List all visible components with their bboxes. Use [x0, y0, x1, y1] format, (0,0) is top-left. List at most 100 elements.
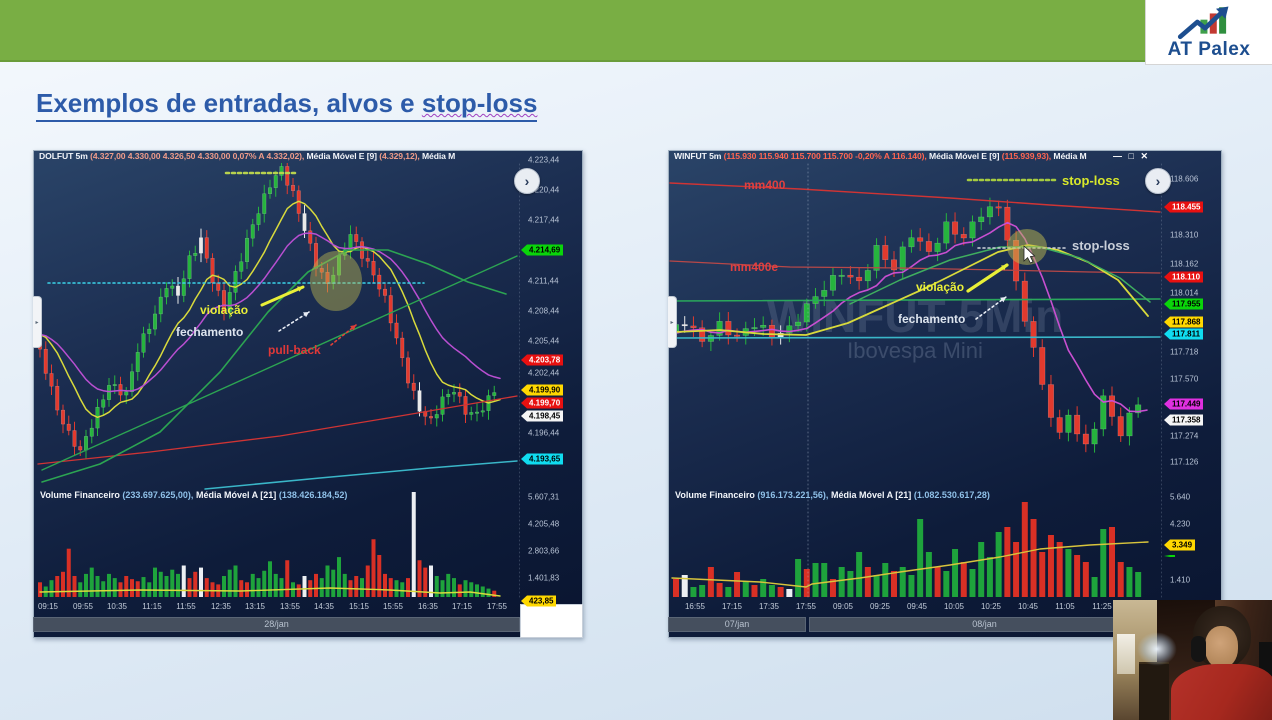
presenter-shirt	[1171, 664, 1272, 720]
winfut-price-tag-magenta: 117.449	[1164, 398, 1204, 410]
dolfut-axis-label: 4.205,48	[528, 519, 560, 529]
chart-window-dolfut[interactable]	[33, 150, 583, 638]
winfut-axis-label: 117.274	[1170, 431, 1199, 441]
dolfut-panel-expand-tab[interactable]: ▸	[33, 296, 42, 348]
dolfut-axis-label: 4.196,44	[528, 428, 560, 438]
dolfut-axis-label: 1.401,83	[528, 573, 560, 583]
winfut-symbol: WINFUT 5m	[674, 151, 722, 161]
dolfut-volume-header: Volume Financeiro (233.697.625,00), Médi…	[40, 490, 347, 500]
winfut-volume-ma-label: Média Móvel A [21]	[830, 490, 912, 500]
winfut-price-tag-yellow: 3.349	[1164, 539, 1196, 551]
presenter-headphones	[1191, 636, 1206, 662]
winfut-time-label: 11:25	[1092, 602, 1112, 611]
dolfut-volume-label: Volume Financeiro	[40, 490, 120, 500]
triangle-right-icon: ▸	[35, 320, 39, 326]
winfut-ma-value: (115.939,93),	[1001, 151, 1052, 161]
chevron-right-icon: ›	[524, 173, 530, 189]
dolfut-axis-label: 5.607,31	[528, 492, 560, 502]
winfut-time-label: 17:55	[795, 602, 817, 611]
winfut-axis-label: 118.606	[1170, 174, 1199, 184]
winfut-scroll-right-button[interactable]: ›	[1145, 168, 1171, 194]
dolfut-price-tag-yellow: 423,85	[521, 595, 557, 607]
dolfut-time-label: 13:15	[244, 602, 266, 611]
close-icon[interactable]: ✕	[1140, 151, 1150, 161]
dolfut-price-tag-yellow: 4.199,90	[521, 384, 564, 396]
winfut-axis-label: 118.310	[1170, 230, 1199, 240]
webcam-overlay	[1113, 600, 1272, 720]
presenter-face	[1205, 626, 1238, 668]
top-green-bar	[0, 0, 1145, 62]
winfut-annotation-mm400e: mm400e	[730, 260, 779, 274]
dolfut-time-label: 12:35	[210, 602, 232, 611]
dolfut-price-tag-white: 4.198,45	[521, 410, 564, 422]
dolfut-time-label: 11:15	[142, 602, 162, 611]
dolfut-price-tag-cyan: 4.193,65	[521, 453, 564, 465]
dolfut-volume-ma-value: (138.426.184,52)	[278, 490, 348, 500]
winfut-time-label: 09:45	[906, 602, 928, 611]
dolfut-annotation-pullback: pull-back	[268, 343, 321, 357]
triangle-right-icon: ▸	[670, 320, 674, 326]
dolfut-volume-ma-label: Média Móvel A [21]	[195, 490, 277, 500]
dolfut-time-label: 13:55	[279, 602, 301, 611]
winfut-session-bar-2: 08/jan	[809, 617, 1160, 632]
winfut-annotation-stoploss-top: stop-loss	[1062, 173, 1120, 188]
page-title: Exemplos de entradas, alvos e stop-loss	[36, 88, 538, 122]
winfut-time-label: 16:55	[684, 602, 706, 611]
dolfut-axis-label: 4.211,44	[528, 276, 559, 286]
brand-logo: AT Palex	[1145, 0, 1272, 65]
winfut-time-label: 17:15	[721, 602, 743, 611]
dolfut-time-label: 15:15	[348, 602, 370, 611]
winfut-axis-label: 117.570	[1170, 374, 1199, 384]
winfut-price-tag-green	[1164, 555, 1175, 557]
dolfut-time-label: 10:35	[106, 602, 128, 611]
winfut-axis-label: 1.410	[1170, 575, 1191, 585]
page-title-stoploss: stop-loss	[421, 88, 538, 118]
dolfut-time-label: 17:15	[451, 602, 473, 611]
dolfut-time-label: 17:55	[486, 602, 508, 611]
dolfut-ma-label: Média Móvel E [9]	[306, 151, 378, 161]
dolfut-session-bar: 28/jan	[33, 617, 520, 632]
winfut-price-tag-cyan: 117.811	[1164, 328, 1204, 340]
winfut-volume-value: (916.173.221,56),	[757, 490, 829, 500]
chart-window-winfut[interactable]	[668, 150, 1222, 638]
winfut-price-tag-yellow: 117.868	[1164, 316, 1204, 328]
dolfut-axis-label: 2.803,66	[528, 546, 560, 556]
winfut-header: WINFUT 5m (115.930 115.940 115.700 115.7…	[674, 151, 1152, 164]
dolfut-scroll-right-button[interactable]: ›	[514, 168, 540, 194]
winfut-time-label: 10:25	[980, 602, 1002, 611]
winfut-time-label: 10:45	[1017, 602, 1039, 611]
winfut-axis-label: 117.126	[1170, 457, 1199, 467]
winfut-axis-label: 4.230	[1170, 519, 1191, 529]
dolfut-time-label: 11:55	[176, 602, 196, 611]
winfut-volume-ma-value: (1.082.530.617,28)	[913, 490, 990, 500]
webcam-furniture	[1139, 662, 1169, 720]
winfut-volume-label: Volume Financeiro	[675, 490, 755, 500]
dolfut-price-tag-red: 4.203,78	[521, 354, 564, 366]
dolfut-axis-label: 4.223,44	[528, 155, 560, 165]
webcam-light-flare	[1137, 632, 1177, 666]
dolfut-price-tag-green: 4.214,69	[521, 244, 564, 256]
chevron-right-icon: ›	[1155, 173, 1161, 189]
winfut-axis-label: 118.014	[1170, 288, 1199, 298]
dolfut-volume-value: (233.697.625,00),	[122, 490, 194, 500]
winfut-axis-label: 117.718	[1170, 347, 1199, 357]
winfut-axis-label: 118.162	[1170, 259, 1199, 269]
winfut-price-tag-red: 118.455	[1164, 201, 1204, 213]
winfut-annotation-fechamento: fechamento	[898, 312, 966, 326]
maximize-icon[interactable]: □	[1128, 151, 1136, 161]
winfut-annotation-mm400: mm400	[744, 178, 786, 192]
winfut-price-tag-white: 117.358	[1164, 414, 1204, 426]
dolfut-axis-corner-box	[520, 604, 583, 638]
dolfut-header-tail: Média M	[421, 151, 456, 161]
minimize-icon[interactable]: —	[1112, 151, 1124, 161]
winfut-ma-label: Média Móvel E [9]	[929, 151, 1000, 161]
winfut-panel-expand-tab[interactable]: ▸	[668, 296, 677, 348]
dolfut-time-label: 09:55	[72, 602, 94, 611]
dolfut-time-label: 09:15	[37, 602, 59, 611]
winfut-time-label: 09:05	[832, 602, 854, 611]
winfut-ohlc: (115.930 115.940 115.700 115.700 -0,20% …	[723, 151, 927, 161]
winfut-session-bar-1: 07/jan	[668, 617, 806, 632]
winfut-time-label: 11:05	[1055, 602, 1075, 611]
dolfut-price-tag-red: 4.199,70	[521, 397, 564, 409]
